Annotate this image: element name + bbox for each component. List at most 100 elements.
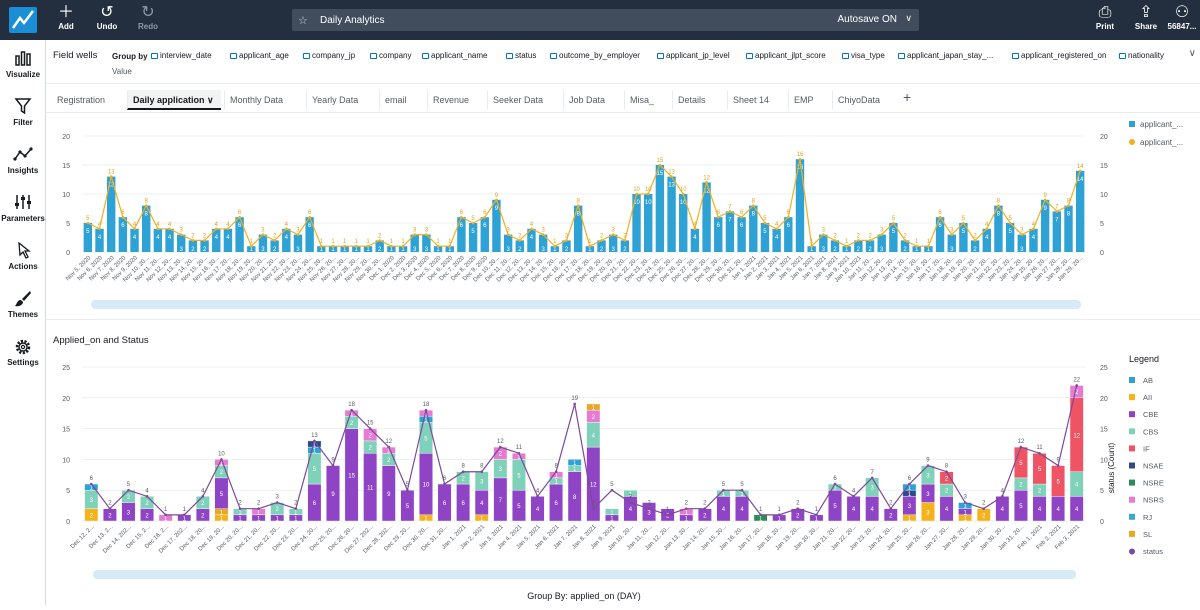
field-chip[interactable]: outcome_by_employer xyxy=(550,51,640,60)
field-chip[interactable]: applicant_japan_stay_... xyxy=(898,51,993,60)
field-chip[interactable]: applicant_jp_level xyxy=(657,51,730,60)
field-chip[interactable]: applicant_name xyxy=(422,51,487,60)
quicksight-logo-icon[interactable] xyxy=(0,0,46,40)
tab-seeker-data[interactable]: Seeker Data xyxy=(487,90,543,110)
segment-data-label: 5 xyxy=(1019,461,1023,467)
line-point xyxy=(145,495,149,498)
legend-swatch xyxy=(1129,496,1135,503)
line-data-label: 3 xyxy=(425,228,429,234)
line-point xyxy=(495,198,498,202)
filter-icon xyxy=(0,96,46,118)
applied-on-status-visual[interactable]: Applied_on and Status 0 0 5 5 10 10 15 15 20 20 25… xyxy=(46,322,1200,605)
y-axis-tick-label: 10 xyxy=(62,457,70,464)
field-chip[interactable]: applicant_age xyxy=(230,51,289,60)
sidebar-item-themes[interactable]: Themes xyxy=(0,288,46,328)
line-point xyxy=(238,507,242,510)
total-data-label: 6 xyxy=(443,476,447,482)
line-point xyxy=(86,221,90,225)
tab-sheet-14[interactable]: Sheet 14 xyxy=(727,90,769,110)
tab-email[interactable]: email xyxy=(379,90,407,110)
y-axis-tick-label: 0 xyxy=(66,250,70,257)
field-chip[interactable]: applicant_jlpt_score xyxy=(746,51,826,60)
left-sidebar: Visualize Filter Insights Parameters Act… xyxy=(0,40,46,605)
sidebar-item-actions[interactable]: Actions xyxy=(0,240,46,280)
undo-button[interactable]: ↺ Undo xyxy=(87,4,127,38)
account-menu[interactable]: ⚇ 56847... xyxy=(1164,4,1200,38)
add-sheet-icon[interactable]: + xyxy=(903,89,912,105)
tab-chiyodata[interactable]: ChiyoData xyxy=(832,90,880,110)
top-navigation-bar: ＋ Add ↺ Undo ↻ Redo ☆ Daily Analytics Autos… xyxy=(0,0,1200,40)
add-button[interactable]: ＋ Add xyxy=(46,4,86,38)
segment-data-label: 5 xyxy=(424,436,428,442)
daily-applicants-visual[interactable]: 0 0 5 5 10 10 15 15 20 20 5 5 Nov 5, 2020 4 4 Nov 6, 20… xyxy=(46,114,1200,320)
analysis-name[interactable]: Daily Analytics xyxy=(320,14,385,26)
legend-label: NSRE xyxy=(1143,479,1164,488)
tab-yearly-data[interactable]: Yearly Data xyxy=(306,90,358,110)
field-chip[interactable]: company xyxy=(370,51,411,60)
sidebar-item-insights[interactable]: Insights xyxy=(0,144,46,184)
line-point xyxy=(815,513,818,517)
bar-data-label: 9 xyxy=(495,206,499,212)
field-chip[interactable]: nationality xyxy=(1119,51,1164,60)
visual-title[interactable]: Applied_on and Status xyxy=(53,335,149,346)
line-data-label: 4 xyxy=(215,222,219,228)
star-icon[interactable]: ☆ xyxy=(298,14,308,27)
tab-details[interactable]: Details xyxy=(672,90,706,110)
autosave-toggle[interactable]: Autosave ON xyxy=(837,14,897,25)
analysis-title-bar[interactable]: ☆ Daily Analytics Autosave ON ∨ xyxy=(292,9,919,31)
field-chip[interactable]: applicant_registered_on xyxy=(1012,51,1106,60)
segment-data-label: 1 xyxy=(220,516,224,522)
bar xyxy=(550,246,560,252)
line-data-label: 4 xyxy=(133,222,137,228)
tab-misa[interactable]: Misa_ xyxy=(624,90,654,110)
sidebar-item-filter[interactable]: Filter xyxy=(0,96,46,136)
field-chip[interactable]: interview_date xyxy=(151,51,212,60)
share-button[interactable]: ⇪ Share xyxy=(1126,4,1166,38)
field-chip[interactable]: visa_type xyxy=(842,51,885,60)
line-point xyxy=(518,239,522,242)
tab-job-data[interactable]: Job Data xyxy=(563,90,605,110)
tab-monthly-data[interactable]: Monthly Data xyxy=(224,90,283,110)
line-point xyxy=(810,244,813,248)
sidebar-item-settings[interactable]: Settings xyxy=(0,336,46,376)
tab-registration[interactable]: Registration xyxy=(57,95,106,105)
line-data-label: 3 xyxy=(950,228,954,234)
segment-data-label: 6 xyxy=(554,501,558,507)
total-data-label: 4 xyxy=(201,488,205,494)
bar xyxy=(375,240,384,252)
chevron-down-icon[interactable]: ∨ xyxy=(1188,48,1196,59)
field-wells-title[interactable]: Field wells xyxy=(53,50,98,61)
segment-data-label: 1 xyxy=(685,516,689,522)
field-chip[interactable]: company_jp xyxy=(303,51,355,60)
segment-data-label: 2 xyxy=(499,452,503,458)
sidebar-item-visualize[interactable]: Visualize xyxy=(0,48,46,88)
segment-data-label: 2 xyxy=(387,458,391,464)
redo-button[interactable]: ↻ Redo xyxy=(128,4,168,38)
line-data-label: 1 xyxy=(355,239,359,245)
tab-emp[interactable]: EMP xyxy=(788,90,814,110)
bar xyxy=(970,240,980,252)
y-axis-tick-label: 15 xyxy=(62,163,70,170)
segment-data-label: 10 xyxy=(423,483,430,489)
tab-revenue[interactable]: Revenue xyxy=(427,90,469,110)
bar-data-label: 6 xyxy=(121,223,125,229)
sidebar-item-parameters[interactable]: Parameters xyxy=(0,192,46,232)
chevron-down-icon[interactable]: ∨ xyxy=(207,95,214,105)
field-chip[interactable]: status xyxy=(506,51,536,60)
line-point xyxy=(681,192,685,196)
tab-daily-application[interactable]: Daily application ∨ xyxy=(127,90,221,110)
bar-data-label: 6 xyxy=(717,223,721,229)
y-axis-tick-label: 20 xyxy=(1100,134,1108,141)
print-button[interactable]: ⎙ Print xyxy=(1085,4,1125,38)
line-point xyxy=(945,470,948,474)
segment-data-label: 12 xyxy=(1073,433,1080,439)
actions-icon xyxy=(0,240,46,262)
line-data-label: 1 xyxy=(553,239,557,245)
line-point xyxy=(273,239,276,242)
segment-data-label: 1 xyxy=(908,516,912,522)
chevron-down-icon[interactable]: ∨ xyxy=(905,13,912,23)
line-point xyxy=(179,233,183,236)
group-by-label: Group by xyxy=(112,52,148,61)
